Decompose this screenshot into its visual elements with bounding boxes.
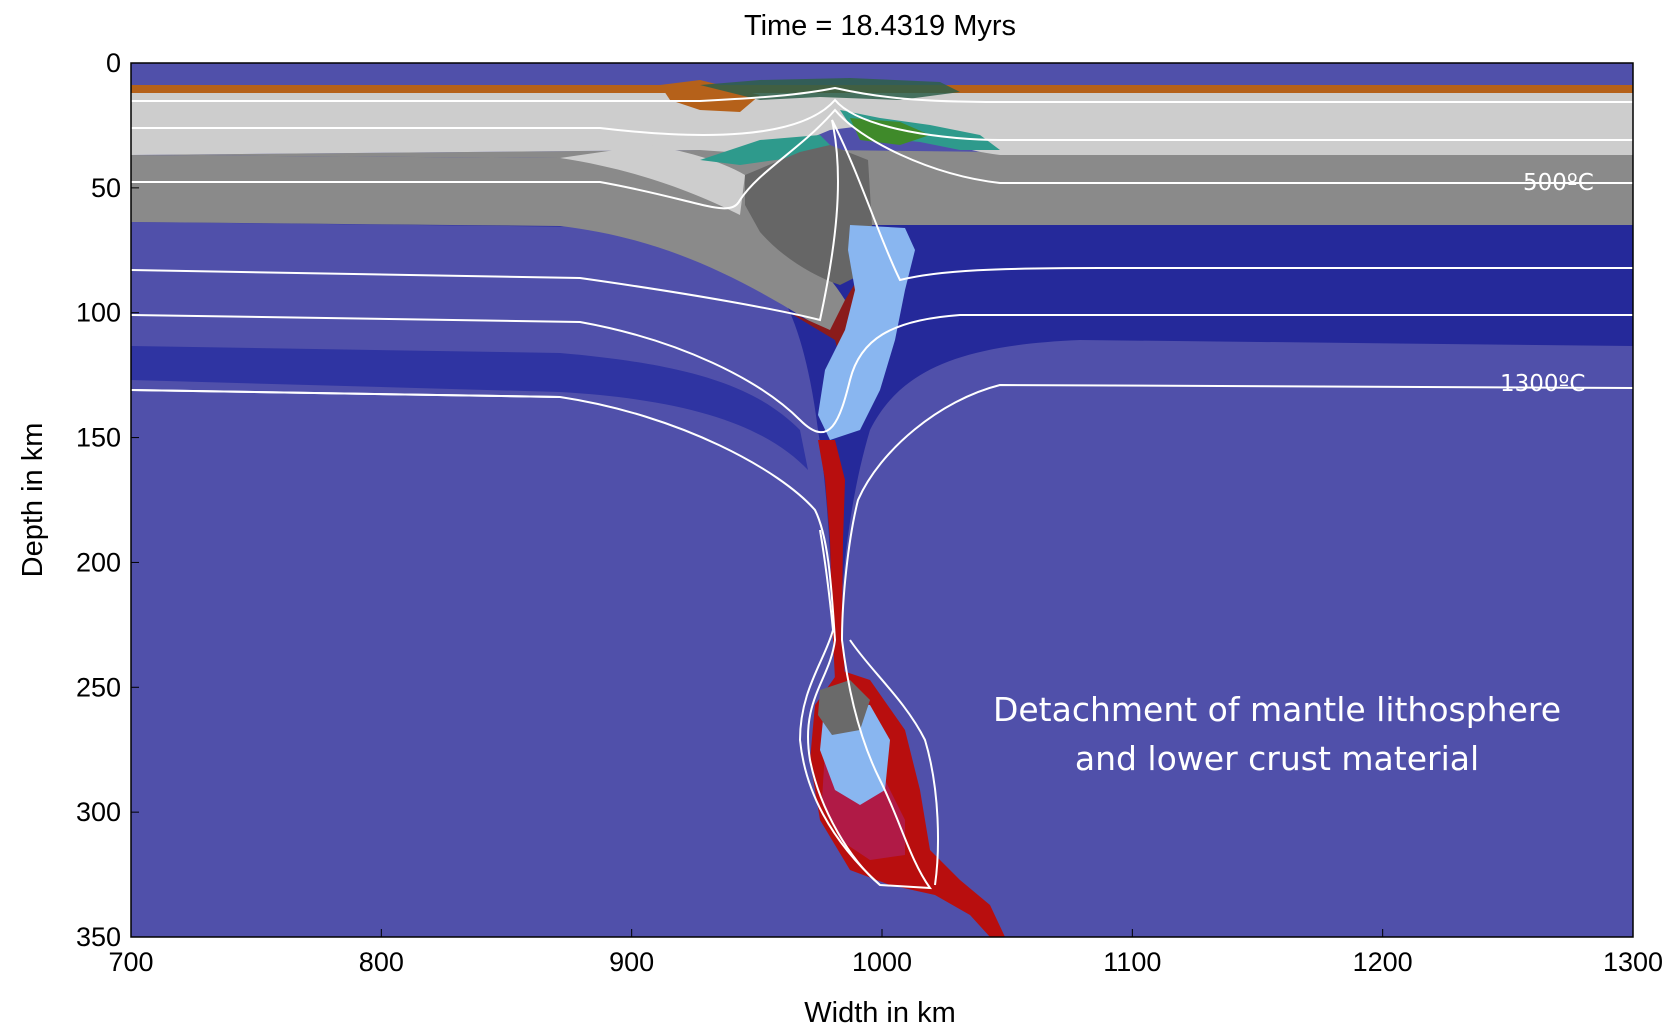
y-tick-label: 150 [76, 423, 121, 453]
model-domain [131, 63, 1633, 937]
y-tick-label: 0 [106, 48, 121, 78]
y-tick-label: 350 [76, 922, 121, 952]
mantle-subband [131, 346, 808, 470]
x-tick-label: 800 [359, 947, 404, 977]
lithospheric-mantle-band [131, 222, 1633, 620]
y-tick-label: 200 [76, 547, 121, 577]
lower-crust-dark-block [745, 145, 872, 285]
x-tick-label: 900 [609, 947, 654, 977]
figure-title: Time = 18.4319 Myrs [744, 10, 1016, 42]
isotherm-2 [131, 98, 1633, 141]
y-axis-label: Depth in km [17, 423, 49, 578]
upper-crust-wedge [560, 145, 745, 215]
annotation-line-1: Detachment of mantle lithosphere [993, 690, 1561, 729]
x-tick-label: 1000 [852, 947, 912, 977]
isotherm-6 [849, 639, 939, 886]
isotherms [131, 86, 1633, 890]
lower-crust-dip [131, 155, 845, 340]
isotherm-label-500: 500ºC [1523, 170, 1594, 196]
annotation-line-2: and lower crust material [1075, 739, 1479, 778]
isotherm-1300-left [131, 389, 561, 398]
isotherm-3 [131, 119, 1633, 322]
sediment-basin [660, 80, 760, 112]
y-tick-label: 50 [91, 173, 121, 203]
x-tick-label: 700 [108, 947, 153, 977]
isotherm-5 [798, 529, 881, 886]
lower-crust-left [131, 150, 1633, 250]
weak-mantle-upper [818, 225, 915, 440]
y-tick-label: 100 [76, 298, 121, 328]
x-tick-label: 1100 [1103, 947, 1161, 977]
isotherm-4 [131, 314, 1633, 434]
x-tick-label: 1300 [1603, 947, 1663, 977]
x-tick-label: 1200 [1353, 947, 1413, 977]
x-axis-label: Width in km [804, 997, 955, 1029]
isotherm-500 [131, 108, 1633, 210]
isotherm-1 [131, 86, 1633, 103]
y-tick-label: 300 [76, 797, 121, 827]
isotherm-label-1300: 1300ºC [1500, 371, 1585, 397]
y-axis: 0 50 100 150 200 250 300 350 [76, 48, 139, 952]
slab-neck [818, 440, 845, 680]
y-tick-label: 250 [76, 672, 121, 702]
teal-patch-right [840, 110, 1000, 150]
x-axis: 700 800 900 1000 1100 1200 1300 [108, 929, 1663, 977]
